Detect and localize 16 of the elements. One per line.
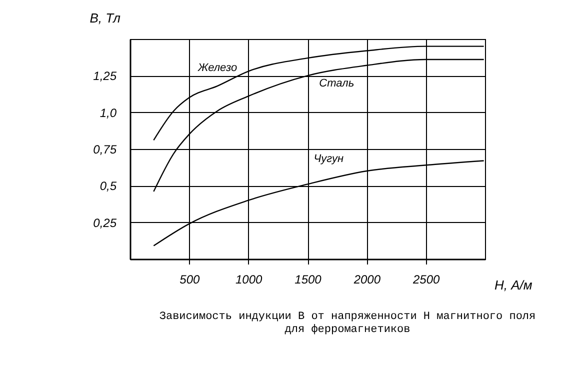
y-tick-label: 1,0 [100,106,117,120]
x-tick-label: 500 [180,272,200,286]
series-label: Железо [196,62,238,74]
y-tick-label: 0,75 [93,142,117,156]
x-tick-label: 1000 [235,272,263,286]
x-tick-label: 2000 [352,272,381,286]
series-label: Сталь [319,77,354,90]
text: Зависимость индукции B от напряженности H магнитного поля для ферромагнетиков [159,311,536,336]
y-tick-label: 0,5 [100,179,117,194]
y-tick-label: 0,25 [93,216,117,230]
x-tick-label: 1500 [294,272,322,286]
x-axis-title: H, А/м [494,278,532,292]
y-axis-title: B, Тл [90,10,122,26]
x-tick-label: 2500 [412,272,440,286]
y-tick-label: 1,25 [93,69,117,84]
series-label: Чугун [314,153,344,165]
